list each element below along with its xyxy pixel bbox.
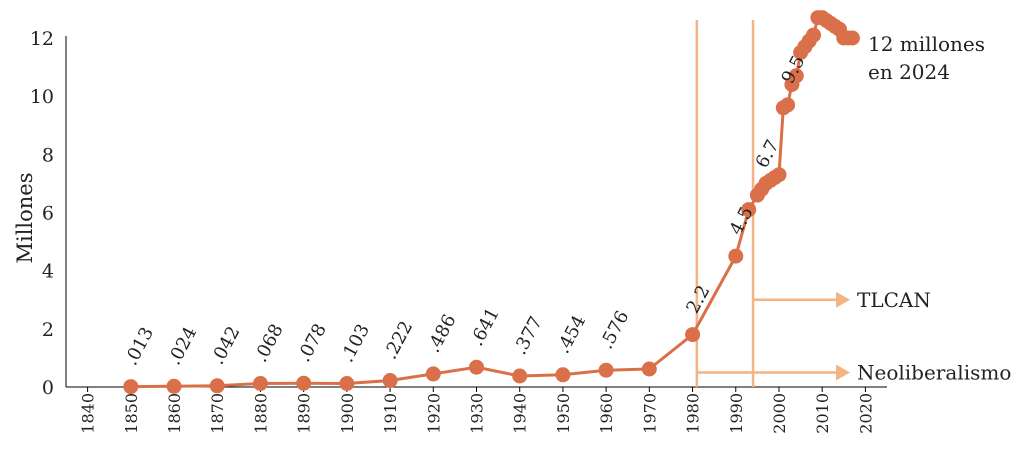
data-label: .042 bbox=[207, 323, 244, 368]
data-point bbox=[469, 359, 484, 375]
x-tick-label: 1860 bbox=[165, 393, 184, 434]
x-tick-label: 1920 bbox=[424, 393, 443, 434]
x-tick-label: 1900 bbox=[338, 393, 357, 434]
annotation-line-2: en 2024 bbox=[868, 60, 950, 84]
data-labels: .013.024.042.068.078.103.222.486.641.377… bbox=[121, 52, 810, 369]
data-point bbox=[296, 375, 312, 391]
y-tick-label: 10 bbox=[30, 86, 54, 108]
x-tick-label: 1930 bbox=[468, 393, 487, 434]
x-tick-label: 1880 bbox=[251, 393, 270, 434]
data-label: .013 bbox=[121, 324, 158, 369]
annotation-line-1: 12 millones bbox=[868, 32, 985, 56]
data-label: .024 bbox=[164, 323, 201, 368]
data-label: .641 bbox=[466, 304, 503, 349]
x-tick-label: 1960 bbox=[597, 393, 616, 434]
x-tick-label: 1940 bbox=[511, 393, 530, 434]
reference-label: TLCAN bbox=[857, 288, 931, 312]
data-label: .103 bbox=[337, 321, 374, 366]
x-tick-label: 1890 bbox=[295, 393, 314, 434]
data-label: .486 bbox=[423, 311, 460, 356]
data-point bbox=[339, 376, 355, 391]
data-label: .222 bbox=[380, 318, 417, 363]
data-point bbox=[771, 167, 787, 183]
y-axis-title: Millones bbox=[13, 172, 37, 263]
y-tick-label: 6 bbox=[42, 203, 54, 225]
x-tick-label: 1910 bbox=[381, 393, 400, 434]
axes: 0 2 4 6 8 10 12 1840 1850 1860 1870 1880 1890 1900 191… bbox=[30, 28, 887, 434]
x-tick-label: 1870 bbox=[208, 393, 227, 434]
x-tick-label: 2020 bbox=[856, 393, 875, 434]
data-point bbox=[806, 27, 821, 43]
x-tick-label: 1950 bbox=[554, 393, 573, 434]
y-tick-label: 4 bbox=[42, 261, 54, 283]
data-point bbox=[641, 361, 657, 377]
data-point bbox=[844, 30, 860, 46]
y-tick-label: 12 bbox=[30, 28, 54, 50]
data-point bbox=[512, 368, 528, 384]
y-tick-label: 0 bbox=[42, 377, 54, 399]
reference-arrow-head bbox=[836, 364, 850, 381]
data-point bbox=[252, 376, 268, 391]
y-tick-label: 8 bbox=[42, 144, 54, 166]
x-tick-label: 1840 bbox=[79, 393, 98, 434]
data-point bbox=[780, 97, 796, 113]
data-point bbox=[209, 378, 225, 394]
data-label: .454 bbox=[553, 312, 590, 357]
data-point bbox=[425, 366, 441, 382]
data-point bbox=[685, 327, 701, 343]
x-tick-label: 1980 bbox=[684, 393, 703, 434]
data-label: .576 bbox=[596, 307, 633, 352]
data-label: .377 bbox=[510, 313, 547, 358]
x-tick-label: 1990 bbox=[727, 393, 746, 434]
x-tick-label: 2010 bbox=[813, 393, 832, 434]
reference-arrow-head bbox=[836, 291, 850, 308]
data-point bbox=[166, 378, 182, 394]
data-point bbox=[123, 379, 139, 395]
series-layer bbox=[123, 10, 860, 395]
data-point bbox=[741, 202, 757, 218]
data-point bbox=[728, 248, 744, 264]
data-label: 2.2 bbox=[682, 282, 714, 317]
y-tick-label: 2 bbox=[42, 319, 54, 341]
data-point bbox=[598, 362, 614, 378]
x-tick-label: 2000 bbox=[770, 393, 789, 434]
data-point bbox=[382, 373, 398, 388]
x-tick-label: 1970 bbox=[640, 393, 659, 434]
data-point bbox=[788, 68, 804, 84]
data-label: .068 bbox=[250, 321, 287, 366]
data-point bbox=[555, 367, 571, 383]
data-label: .078 bbox=[294, 320, 331, 365]
reference-lines: Neoliberalismo TLCAN bbox=[695, 20, 1011, 387]
x-tick-label: 1850 bbox=[122, 393, 141, 434]
reference-label: Neoliberalismo bbox=[857, 360, 1011, 384]
